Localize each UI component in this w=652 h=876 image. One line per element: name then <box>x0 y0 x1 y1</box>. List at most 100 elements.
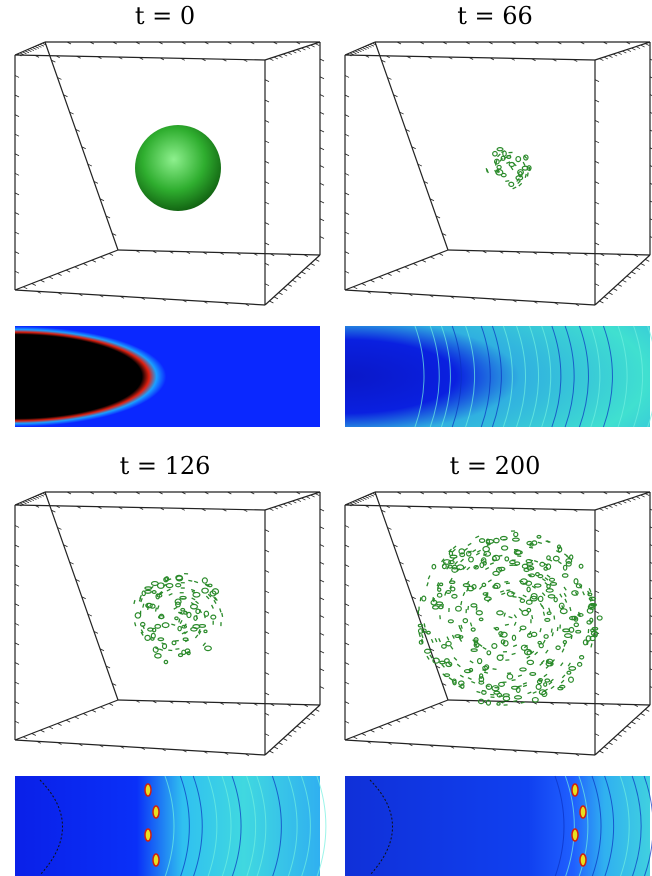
tick <box>405 129 410 132</box>
tick <box>594 733 600 737</box>
tick <box>616 703 622 707</box>
tick <box>202 701 208 705</box>
heatmap <box>345 775 652 876</box>
vortex-ring <box>567 676 574 683</box>
vortex-line <box>202 642 207 647</box>
tick <box>413 263 418 266</box>
vortex-line <box>492 668 497 671</box>
tick <box>118 506 123 510</box>
tick <box>83 713 88 716</box>
tick <box>264 529 270 532</box>
tick <box>282 503 288 507</box>
tick <box>315 258 320 262</box>
hot-spot <box>579 805 587 819</box>
tick <box>594 181 600 185</box>
vortex-ring <box>500 545 509 551</box>
tick <box>532 701 538 705</box>
wave-front <box>529 325 539 428</box>
tick <box>152 700 157 704</box>
vortex-ring <box>543 682 548 687</box>
wave-front <box>647 325 652 428</box>
tick <box>438 703 444 706</box>
tick <box>396 491 402 495</box>
vortex-line <box>419 597 422 602</box>
tick <box>649 200 652 203</box>
vortex-line <box>184 610 189 614</box>
tick <box>344 720 350 724</box>
vortex-ring <box>531 696 539 703</box>
tick <box>158 41 163 45</box>
vortex-ring <box>511 634 517 641</box>
wave-front <box>480 325 491 428</box>
vortex-ring <box>435 601 444 606</box>
tick <box>608 292 613 296</box>
vortex-line <box>548 607 551 612</box>
tick <box>404 716 409 720</box>
tick <box>442 491 447 495</box>
vortex-line <box>486 543 491 547</box>
tick <box>649 218 652 221</box>
vortex-ring <box>538 689 547 696</box>
wave-front <box>551 325 562 428</box>
vortex-ring <box>556 544 562 550</box>
tick <box>488 491 493 495</box>
tick <box>140 297 146 300</box>
vortex-ring <box>535 683 542 690</box>
panel: t = 0 <box>14 2 325 427</box>
vortex-ring <box>549 581 558 586</box>
vortex-ring <box>513 531 519 538</box>
vortex-line <box>190 601 195 606</box>
vortex-ring <box>209 590 217 597</box>
tick <box>608 505 613 508</box>
wave-front <box>604 775 615 876</box>
cube <box>344 491 652 757</box>
vortex-line <box>511 652 516 656</box>
tick <box>65 719 71 723</box>
vortex-line <box>475 535 480 539</box>
tick <box>14 720 20 724</box>
tick <box>278 55 283 58</box>
vortex-line <box>532 691 537 694</box>
tick <box>645 493 650 496</box>
tick <box>273 506 279 510</box>
tick <box>243 509 248 512</box>
vortex-line <box>548 558 553 562</box>
vortex-ring <box>480 557 487 564</box>
tick <box>608 742 613 746</box>
vortex-ring <box>502 640 509 647</box>
tick <box>364 505 370 508</box>
tick <box>222 508 227 512</box>
vortex-ring <box>460 683 465 690</box>
vortex-ring <box>496 701 501 706</box>
tick <box>287 733 292 737</box>
vortex-ring <box>438 605 444 610</box>
tick <box>393 94 398 98</box>
vortex-line <box>158 648 164 651</box>
tick <box>244 753 250 757</box>
vortex-line <box>134 622 137 627</box>
tick <box>359 498 365 501</box>
vortex-ring <box>573 616 579 622</box>
heatmap <box>345 325 652 428</box>
vortex-line <box>171 623 176 626</box>
vortex-line <box>487 598 491 603</box>
tick <box>100 706 105 710</box>
wave-front <box>541 325 552 428</box>
tick <box>594 529 600 532</box>
tick <box>57 273 62 276</box>
tick <box>282 288 288 291</box>
sphere <box>135 125 221 211</box>
tick <box>534 491 539 495</box>
tick <box>296 725 302 729</box>
tick <box>344 251 350 254</box>
vortex-ring <box>553 596 558 603</box>
tick <box>367 494 372 498</box>
vortex-line <box>531 585 536 589</box>
tick <box>264 672 270 675</box>
tick <box>361 283 366 286</box>
vortex-line <box>429 654 433 659</box>
tick <box>344 114 350 117</box>
vortex-ring <box>521 165 529 171</box>
tick <box>264 222 270 225</box>
